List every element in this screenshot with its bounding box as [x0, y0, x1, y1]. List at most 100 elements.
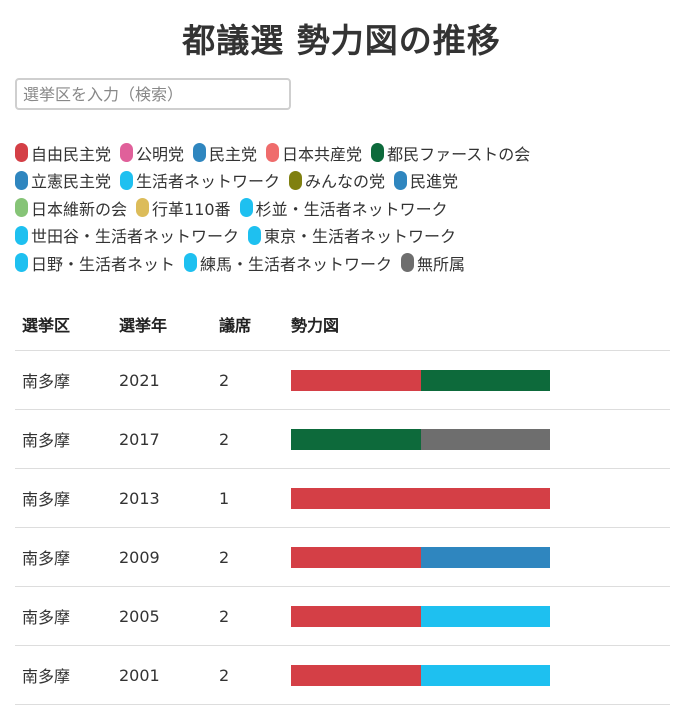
table-row: 南多摩 2021 2 [15, 351, 670, 410]
year-cell: 2001 [119, 665, 160, 685]
legend-item: 日本維新の会 [15, 196, 127, 220]
legend-swatch [401, 253, 415, 273]
header-district: 選挙区 [22, 316, 71, 335]
year-cell: 2017 [119, 429, 160, 449]
legend-item: みんなの党 [289, 168, 385, 192]
power-bar-segment [420, 428, 550, 450]
power-bar-segment [291, 546, 421, 568]
power-bar-cell [284, 546, 670, 568]
table-row: 南多摩 2017 2 [15, 410, 670, 469]
legend-label: みんなの党 [305, 172, 386, 192]
power-bar-cell [284, 428, 670, 450]
power-bar [291, 664, 550, 686]
legend-row: 日本維新の会 行革110番 杉並・生活者ネットワーク [15, 194, 675, 222]
legend-label: 都民ファーストの会 [387, 144, 531, 164]
legend-swatch [136, 198, 150, 218]
legend-label: 民進党 [410, 172, 459, 192]
table-row: 南多摩 2013 1 [15, 469, 670, 528]
power-bar [291, 487, 550, 509]
legend-swatch [289, 170, 303, 190]
seats-cell: 2 [219, 606, 230, 626]
results-table: 選挙区 選挙年 議席 勢力図 南多摩 2021 2 南多摩 2017 2 南多摩 2013 1 南… [15, 298, 670, 705]
legend-swatch [193, 143, 207, 163]
legend-item: 立憲民主党 [15, 168, 111, 192]
legend-swatch [248, 225, 262, 245]
power-bar-cell [284, 664, 670, 686]
page-title: 都議選 勢力図の推移 [182, 21, 501, 60]
seats-cell: 2 [219, 429, 230, 449]
legend-swatch [184, 253, 198, 273]
legend-swatch [15, 253, 28, 273]
legend-item: 公明党 [120, 141, 184, 165]
power-bar [291, 546, 550, 568]
power-bar-segment [291, 605, 421, 627]
legend-row: 日野・生活者ネット 練馬・生活者ネットワーク 無所属 [15, 249, 675, 277]
legend-swatch [239, 198, 253, 218]
district-cell: 南多摩 [22, 372, 71, 391]
power-bar-cell [284, 605, 670, 627]
legend-item: 日野・生活者ネット [15, 251, 175, 275]
legend-swatch [120, 170, 134, 190]
legend-item: 生活者ネットワーク [120, 168, 280, 192]
header-year: 選挙年 [119, 316, 168, 335]
legend-label: 世田谷・生活者ネットワーク [31, 227, 240, 247]
legend-row: 立憲民主党 生活者ネットワーク みんなの党 民進党 [15, 167, 675, 195]
district-cell: 南多摩 [22, 490, 71, 509]
year-cell: 2009 [119, 547, 160, 567]
power-bar-segment [420, 546, 550, 568]
header-chart: 勢力図 [291, 316, 340, 335]
power-bar-cell [284, 487, 670, 509]
power-bar-segment [420, 605, 550, 627]
legend-item: 民主党 [193, 141, 257, 165]
party-legend: 自由民主党 公明党 民主党 日本共産党 都民ファーストの会立憲民主党 生活者ネットワーク み… [15, 139, 675, 277]
table-row: 南多摩 2001 2 [15, 646, 670, 705]
legend-swatch [120, 143, 134, 163]
legend-item: 無所属 [401, 251, 465, 275]
table-header: 選挙区 選挙年 議席 勢力図 [15, 298, 670, 351]
search-input[interactable] [15, 78, 291, 110]
year-cell: 2013 [119, 488, 160, 508]
power-bar-segment [291, 487, 550, 509]
legend-item: 世田谷・生活者ネットワーク [15, 223, 239, 247]
legend-swatch [394, 170, 408, 190]
legend-item: 自由民主党 [15, 141, 111, 165]
legend-row: 自由民主党 公明党 民主党 日本共産党 都民ファーストの会 [15, 139, 675, 167]
legend-label: 自由民主党 [31, 144, 112, 164]
district-cell: 南多摩 [22, 431, 71, 450]
legend-item: 練馬・生活者ネットワーク [184, 251, 392, 275]
power-bar-segment [291, 664, 421, 686]
power-bar [291, 369, 550, 391]
seats-cell: 2 [219, 665, 230, 685]
seats-cell: 2 [219, 370, 230, 390]
legend-item: 東京・生活者ネットワーク [248, 223, 456, 247]
seats-cell: 1 [219, 488, 230, 508]
power-bar-segment [420, 369, 550, 391]
seats-cell: 2 [219, 547, 230, 567]
legend-label: 行革110番 [152, 199, 231, 219]
legend-label: 日野・生活者ネット [31, 254, 176, 274]
legend-label: 民主党 [209, 144, 258, 164]
legend-label: 無所属 [417, 254, 466, 274]
legend-row: 世田谷・生活者ネットワーク 東京・生活者ネットワーク [15, 222, 675, 250]
legend-swatch [371, 143, 385, 163]
table-row: 南多摩 2009 2 [15, 528, 670, 587]
legend-item: 日本共産党 [266, 141, 362, 165]
legend-label: 日本共産党 [282, 144, 363, 164]
district-cell: 南多摩 [22, 667, 71, 686]
power-bar-segment [291, 428, 421, 450]
legend-label: 練馬・生活者ネットワーク [200, 254, 393, 274]
legend-label: 東京・生活者ネットワーク [264, 227, 457, 247]
legend-label: 生活者ネットワーク [136, 172, 281, 192]
year-cell: 2005 [119, 606, 160, 626]
power-bar-cell [284, 369, 670, 391]
legend-label: 杉並・生活者ネットワーク [255, 199, 448, 219]
district-cell: 南多摩 [22, 549, 71, 568]
power-bar-segment [291, 369, 421, 391]
year-cell: 2021 [119, 370, 160, 390]
legend-swatch [15, 198, 28, 218]
legend-swatch [266, 143, 280, 163]
legend-label: 公明党 [136, 144, 185, 164]
legend-swatch [15, 225, 28, 245]
legend-label: 日本維新の会 [31, 199, 128, 219]
legend-item: 行革110番 [136, 196, 231, 220]
